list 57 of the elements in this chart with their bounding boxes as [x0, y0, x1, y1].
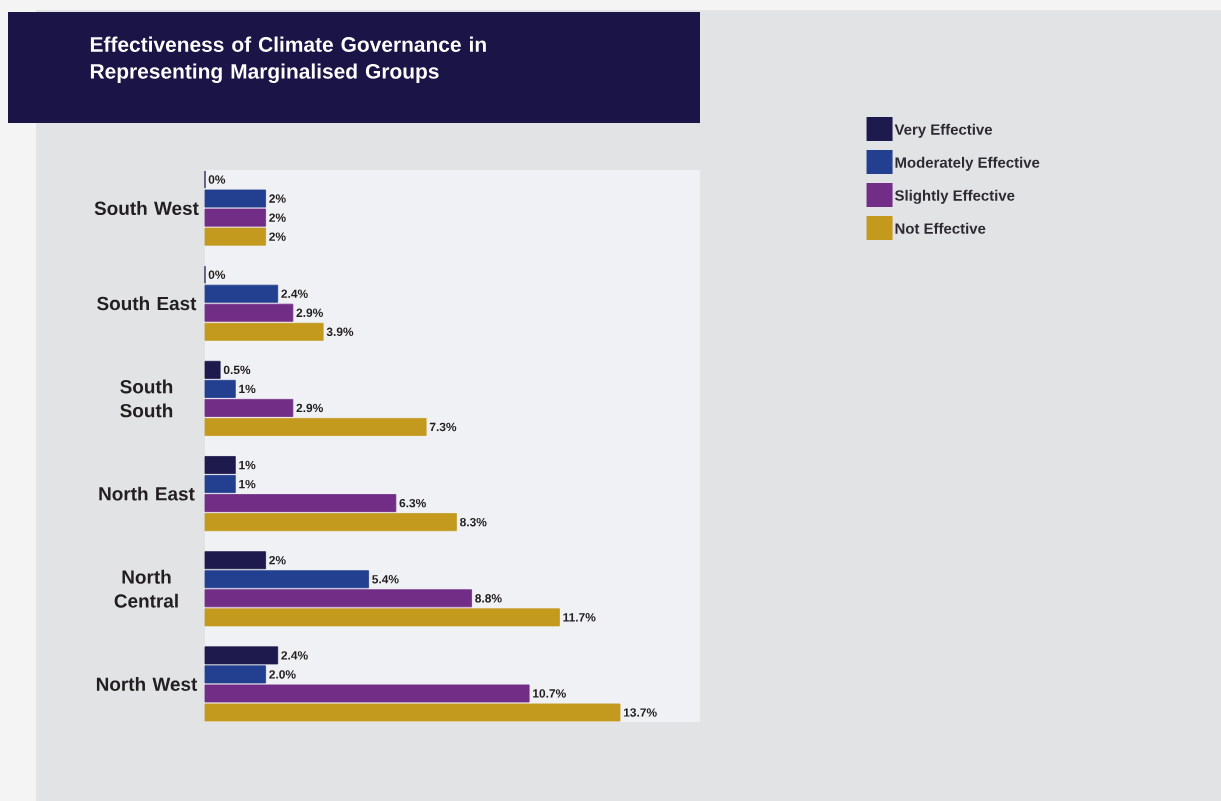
- bar: [204, 494, 397, 513]
- bar: [204, 379, 236, 398]
- bar: [204, 284, 279, 303]
- bar: [204, 398, 294, 417]
- data-label: 7.3%: [429, 422, 457, 432]
- data-label: 1%: [239, 479, 256, 489]
- bar: [204, 475, 236, 494]
- y-tick-label: South West: [94, 201, 199, 216]
- data-label: 2%: [269, 232, 286, 241]
- bar: [204, 665, 266, 684]
- bar: [204, 551, 266, 570]
- data-label: 1%: [239, 384, 256, 394]
- data-label: 10.7%: [533, 689, 566, 698]
- data-label: 2%: [269, 213, 286, 222]
- y-tick-label: North East: [99, 486, 195, 501]
- bar: [204, 703, 621, 722]
- data-label: 2.0%: [269, 670, 296, 679]
- data-label: 2.9%: [296, 308, 323, 317]
- legend-label: Not Effective: [895, 222, 986, 234]
- data-label: 0%: [208, 270, 226, 279]
- bar: [204, 227, 266, 246]
- data-label: 2%: [269, 556, 286, 565]
- bar: [204, 513, 457, 532]
- bar: [204, 456, 236, 475]
- data-label: 5.4%: [372, 575, 399, 584]
- bar: [204, 684, 530, 703]
- legend-label: Moderately Effective: [895, 156, 1040, 171]
- data-label: 2%: [269, 194, 286, 203]
- legend-label: Slightly Effective: [894, 189, 1015, 204]
- data-label: 13.7%: [623, 708, 657, 717]
- bar: [204, 208, 266, 227]
- bar: [204, 189, 266, 208]
- data-label: 8.3%: [460, 517, 487, 527]
- bar: [204, 589, 472, 608]
- data-label: 1%: [239, 460, 256, 470]
- data-label: 6.3%: [399, 498, 426, 508]
- data-label: 3.9%: [326, 327, 354, 337]
- data-label: 8.8%: [475, 594, 502, 603]
- y-tick-label: South South: [120, 379, 173, 418]
- y-tick-label: North Central: [114, 569, 178, 608]
- chart-title: Effectiveness of Climate Governance in Representing Marginalised Groups: [90, 36, 486, 84]
- y-tick-label: North West: [96, 676, 198, 691]
- data-label: 0.5%: [223, 365, 251, 375]
- bar: [204, 646, 279, 665]
- bar: [204, 570, 369, 589]
- data-label: 2.4%: [281, 289, 308, 298]
- bar: [204, 322, 324, 341]
- data-label: 2.4%: [281, 651, 308, 660]
- legend-label: Very Effective: [894, 123, 993, 138]
- data-label: 0%: [208, 175, 226, 184]
- data-label: 2.9%: [296, 403, 323, 413]
- bar: [204, 303, 294, 322]
- bar: [204, 608, 560, 627]
- bar: [204, 360, 221, 379]
- data-label: 11.7%: [563, 613, 596, 622]
- bar: [204, 418, 427, 436]
- y-tick-label: South East: [97, 296, 197, 311]
